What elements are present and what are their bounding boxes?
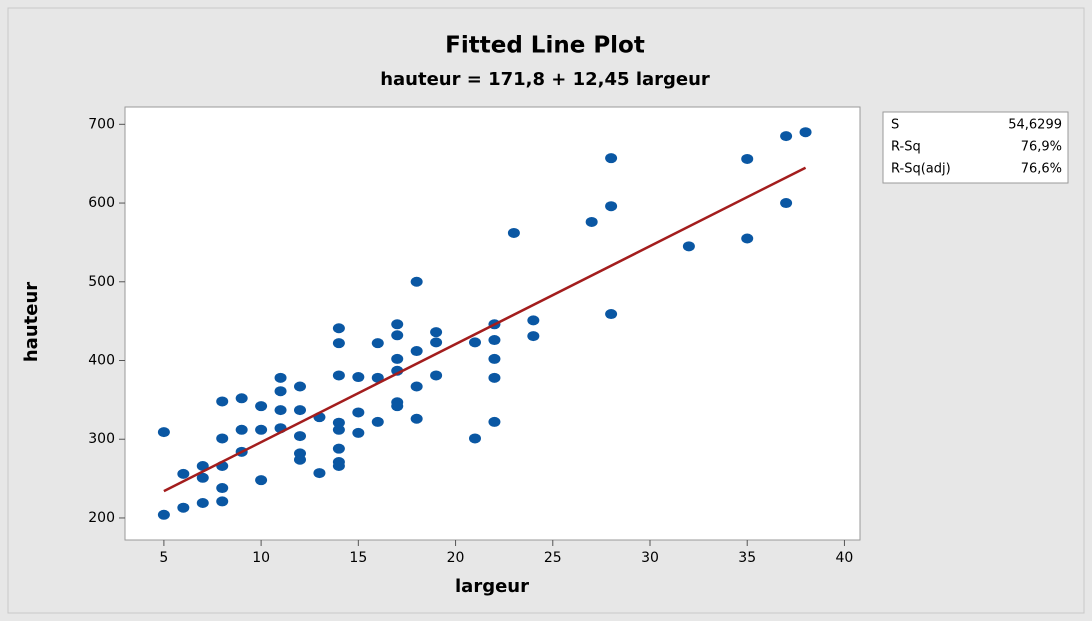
- point: [605, 309, 618, 320]
- point: [410, 381, 423, 392]
- point: [352, 407, 365, 418]
- y-tick-label: 700: [88, 116, 115, 132]
- point: [780, 131, 793, 142]
- point: [741, 153, 754, 164]
- point: [274, 386, 287, 397]
- point: [332, 338, 345, 349]
- point: [780, 198, 793, 209]
- point: [157, 427, 170, 438]
- point: [352, 427, 365, 438]
- stats-box: [882, 111, 1069, 184]
- chart-title: Fitted Line Plot: [445, 33, 645, 59]
- point: [177, 502, 190, 513]
- point: [799, 127, 812, 138]
- point: [430, 370, 443, 381]
- point: [430, 337, 443, 348]
- point: [294, 381, 306, 392]
- stat-value: 76,9%: [1021, 140, 1062, 155]
- x-tick-label: 15: [349, 550, 367, 566]
- point: [255, 401, 268, 412]
- point: [216, 396, 229, 407]
- y-tick-label: 400: [88, 353, 115, 369]
- y-tick-label: 500: [88, 274, 115, 290]
- point: [196, 497, 209, 508]
- stat-label: R-Sq(adj): [891, 162, 951, 177]
- x-tick-label: 35: [738, 550, 756, 566]
- point: [527, 315, 540, 326]
- point: [235, 393, 248, 404]
- point: [352, 372, 365, 383]
- x-tick-label: 30: [641, 550, 659, 566]
- point: [294, 405, 306, 416]
- point: [488, 353, 501, 364]
- point: [196, 472, 209, 483]
- point: [157, 509, 170, 520]
- point: [391, 330, 404, 341]
- point: [235, 424, 248, 435]
- point: [274, 405, 287, 416]
- point: [488, 416, 501, 427]
- x-tick-label: 40: [836, 550, 854, 566]
- point: [391, 353, 404, 364]
- point: [371, 338, 384, 349]
- point: [605, 201, 618, 212]
- point: [430, 327, 443, 338]
- point: [507, 227, 520, 238]
- x-tick-label: 25: [544, 550, 562, 566]
- point: [371, 372, 384, 383]
- point: [391, 401, 404, 412]
- point: [741, 233, 754, 244]
- point: [177, 468, 190, 479]
- point: [332, 417, 345, 428]
- point: [371, 416, 384, 427]
- fitted-line: [163, 166, 807, 493]
- stat-value: 76,6%: [1021, 162, 1062, 177]
- point: [216, 496, 229, 507]
- x-tick-label: 10: [252, 550, 270, 566]
- point: [527, 331, 540, 342]
- point: [391, 319, 404, 330]
- stat-value: 54,6299: [1008, 118, 1062, 133]
- chart-subtitle: hauteur = 171,8 + 12,45 largeur: [380, 69, 710, 90]
- point: [488, 335, 501, 346]
- point: [294, 431, 306, 442]
- y-axis-label: hauteur: [21, 282, 42, 362]
- point: [216, 483, 229, 494]
- point: [332, 460, 345, 471]
- point: [332, 424, 345, 435]
- point: [255, 475, 268, 486]
- point: [332, 443, 345, 454]
- x-axis-label: largeur: [455, 576, 529, 597]
- point: [469, 433, 481, 444]
- y-tick-label: 200: [88, 510, 115, 526]
- point: [682, 241, 695, 252]
- point: [410, 346, 423, 357]
- point: [274, 372, 287, 383]
- point: [410, 276, 423, 287]
- point: [332, 370, 345, 381]
- point: [313, 468, 326, 479]
- point: [294, 454, 306, 465]
- point: [332, 323, 345, 334]
- point: [216, 433, 229, 444]
- point: [410, 413, 423, 424]
- point: [255, 424, 268, 435]
- x-tick-label: 5: [159, 550, 168, 566]
- point: [488, 372, 501, 383]
- point: [605, 153, 618, 164]
- y-tick-label: 300: [88, 431, 115, 447]
- point: [469, 337, 481, 348]
- stat-label: R-Sq: [891, 140, 921, 155]
- x-tick-label: 20: [447, 550, 465, 566]
- stat-label: S: [891, 118, 899, 133]
- y-tick-label: 600: [88, 195, 115, 211]
- point: [585, 216, 598, 227]
- point: [196, 460, 209, 471]
